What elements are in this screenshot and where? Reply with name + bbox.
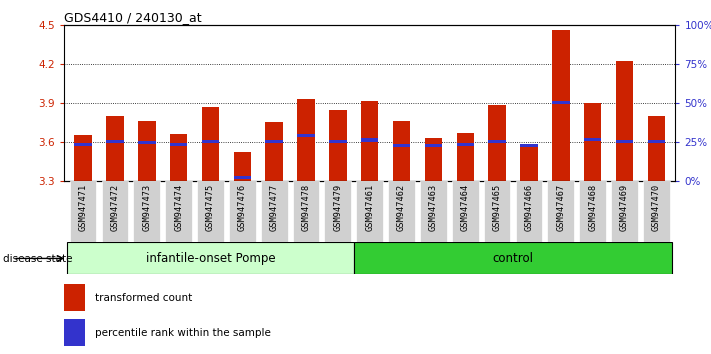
- Bar: [456, 143, 474, 146]
- Text: GSM947463: GSM947463: [429, 184, 438, 231]
- Bar: [265, 140, 283, 143]
- Bar: [170, 134, 188, 181]
- FancyBboxPatch shape: [356, 181, 383, 242]
- Bar: [75, 135, 92, 181]
- Text: GSM947466: GSM947466: [525, 184, 533, 231]
- Bar: [265, 122, 283, 181]
- Bar: [202, 107, 219, 181]
- Bar: [424, 144, 442, 147]
- Text: GSM947477: GSM947477: [269, 184, 279, 231]
- Bar: [297, 99, 315, 181]
- Bar: [64, 319, 85, 346]
- Text: GSM947470: GSM947470: [652, 184, 661, 231]
- Bar: [106, 140, 124, 143]
- Bar: [234, 152, 251, 181]
- FancyBboxPatch shape: [261, 181, 287, 242]
- FancyBboxPatch shape: [515, 181, 542, 242]
- Bar: [520, 144, 538, 181]
- Bar: [392, 121, 410, 181]
- Text: GSM947473: GSM947473: [142, 184, 151, 231]
- Bar: [329, 140, 347, 143]
- FancyBboxPatch shape: [293, 181, 319, 242]
- Text: control: control: [493, 252, 533, 265]
- Text: GSM947462: GSM947462: [397, 184, 406, 231]
- Bar: [424, 138, 442, 181]
- FancyBboxPatch shape: [452, 181, 479, 242]
- FancyBboxPatch shape: [354, 242, 673, 274]
- FancyBboxPatch shape: [547, 181, 574, 242]
- Text: GSM947475: GSM947475: [206, 184, 215, 231]
- Bar: [297, 134, 315, 137]
- Text: GSM947474: GSM947474: [174, 184, 183, 231]
- FancyBboxPatch shape: [70, 181, 97, 242]
- Text: GSM947472: GSM947472: [110, 184, 119, 231]
- FancyBboxPatch shape: [67, 242, 354, 274]
- Text: transformed count: transformed count: [95, 293, 192, 303]
- Bar: [488, 105, 506, 181]
- Bar: [138, 141, 156, 144]
- Bar: [552, 101, 570, 104]
- FancyBboxPatch shape: [420, 181, 447, 242]
- FancyBboxPatch shape: [611, 181, 638, 242]
- Bar: [234, 176, 251, 179]
- Bar: [138, 121, 156, 181]
- Bar: [648, 116, 665, 181]
- Text: GSM947468: GSM947468: [588, 184, 597, 231]
- Bar: [64, 284, 85, 311]
- Text: GSM947476: GSM947476: [238, 184, 247, 231]
- Bar: [584, 103, 602, 181]
- Text: infantile-onset Pompe: infantile-onset Pompe: [146, 252, 275, 265]
- Bar: [584, 138, 602, 141]
- Bar: [456, 132, 474, 181]
- Text: GSM947467: GSM947467: [556, 184, 565, 231]
- Text: GSM947479: GSM947479: [333, 184, 343, 231]
- Bar: [616, 140, 634, 143]
- Text: GSM947464: GSM947464: [461, 184, 470, 231]
- Bar: [75, 143, 92, 147]
- Text: GSM947478: GSM947478: [301, 184, 311, 231]
- FancyBboxPatch shape: [579, 181, 606, 242]
- FancyBboxPatch shape: [643, 181, 670, 242]
- Bar: [392, 144, 410, 147]
- Text: GSM947471: GSM947471: [79, 184, 87, 231]
- Text: GSM947469: GSM947469: [620, 184, 629, 231]
- Bar: [648, 140, 665, 143]
- Bar: [202, 139, 219, 143]
- FancyBboxPatch shape: [165, 181, 192, 242]
- Bar: [616, 61, 634, 181]
- Bar: [552, 30, 570, 181]
- Bar: [170, 143, 188, 146]
- Bar: [488, 140, 506, 143]
- FancyBboxPatch shape: [134, 181, 160, 242]
- Bar: [361, 101, 378, 181]
- Bar: [520, 144, 538, 147]
- Text: disease state: disease state: [3, 254, 73, 264]
- Text: percentile rank within the sample: percentile rank within the sample: [95, 328, 270, 338]
- Text: GSM947461: GSM947461: [365, 184, 374, 231]
- Bar: [361, 138, 378, 142]
- Text: GDS4410 / 240130_at: GDS4410 / 240130_at: [64, 11, 202, 24]
- FancyBboxPatch shape: [229, 181, 256, 242]
- FancyBboxPatch shape: [324, 181, 351, 242]
- FancyBboxPatch shape: [388, 181, 415, 242]
- FancyBboxPatch shape: [197, 181, 224, 242]
- FancyBboxPatch shape: [102, 181, 128, 242]
- Bar: [106, 116, 124, 181]
- Bar: [329, 110, 347, 181]
- Text: GSM947465: GSM947465: [493, 184, 501, 231]
- FancyBboxPatch shape: [483, 181, 510, 242]
